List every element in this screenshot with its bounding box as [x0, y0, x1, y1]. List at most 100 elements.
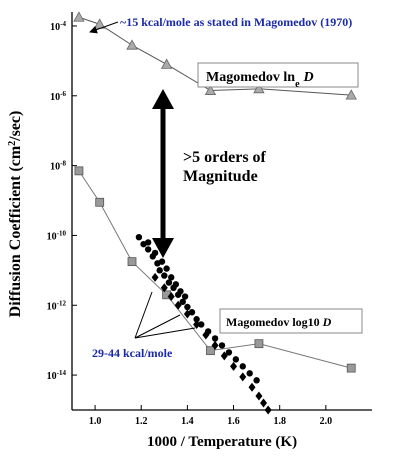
y-tick-base: 10: [50, 92, 60, 103]
y-tick-label: 10-14: [47, 369, 67, 382]
diamond-point: [193, 319, 201, 329]
y-tick-label: 10-12: [47, 299, 67, 312]
y-tick-base: 10: [50, 22, 60, 33]
y-tick-exp: -6: [60, 90, 66, 98]
diamond-point: [160, 283, 168, 293]
y-axis-label: Diffusion Coefficient (cm2/sec): [7, 111, 25, 318]
diamond-point: [151, 272, 159, 282]
series-2-circle: [135, 233, 260, 384]
y-tick-label: 10-8: [50, 160, 66, 173]
y-axis-label-tail: /sec): [7, 111, 24, 142]
x-tick-label: 2.0: [320, 416, 333, 427]
circle-point: [246, 370, 253, 377]
lower-series-label-prefix: Magomedov log10: [226, 315, 320, 329]
top-note-arrow: [89, 21, 119, 34]
circle-point: [161, 272, 168, 279]
x-axis-ticks: 1.0 1.2 1.4 1.6 1.8 2.0: [89, 405, 332, 427]
kcal-note: 29-44 kcal/mole: [92, 346, 173, 360]
circle-point: [177, 288, 184, 295]
upper-series-label-box: [197, 62, 359, 88]
circle-point: [181, 293, 189, 300]
circle-point: [218, 342, 226, 349]
y-tick-label: 10-4: [50, 20, 66, 33]
triangle-point: [126, 39, 138, 50]
circle-point: [172, 281, 180, 288]
y-tick-label: 10-10: [47, 229, 67, 242]
x-tick-label: 1.2: [135, 416, 148, 427]
orders-line2: Magnitude: [183, 168, 258, 185]
square-point: [95, 197, 105, 207]
diamond-point: [202, 330, 210, 340]
circle-point: [163, 265, 170, 272]
circle-point: [144, 239, 152, 246]
y-tick-base: 10: [50, 162, 60, 173]
y-tick-base: 10: [47, 371, 57, 382]
x-axis-label: 1000 / Temperature (K): [147, 434, 297, 450]
circle-point: [211, 335, 219, 342]
square-point: [206, 346, 215, 356]
diamond-point: [255, 391, 263, 401]
circle-point: [158, 258, 166, 265]
square-point: [127, 257, 137, 267]
x-tick-label: 1.8: [273, 416, 286, 427]
plot-frame: [71, 12, 372, 411]
upper-series-label: Magomedov lne D: [206, 70, 314, 90]
circle-point: [193, 316, 200, 323]
y-tick-exp: -4: [60, 20, 66, 28]
triangle-point: [253, 82, 265, 94]
circle-point: [179, 298, 186, 305]
top-note: ~15 kcal/mole as stated in Magomedov (19…: [120, 15, 352, 29]
x-tick-label: 1.0: [89, 416, 102, 427]
circle-point: [151, 249, 159, 257]
square-point: [74, 166, 84, 176]
diamond-point: [239, 372, 247, 382]
triangle-point: [160, 58, 173, 69]
x-tick-label: 1.4: [181, 416, 194, 427]
circle-point: [239, 363, 246, 370]
upper-series-label-var: D: [303, 70, 314, 85]
y-axis-label-sup: 2: [7, 141, 18, 146]
y-tick-label: 10-6: [50, 90, 66, 103]
lower-series-label-var: D: [322, 315, 332, 329]
lower-series-label-box: [219, 308, 363, 334]
kcal-arrows: [134, 291, 196, 339]
triangle-point: [73, 11, 85, 22]
diamond-point: [260, 398, 268, 408]
circle-point: [232, 356, 240, 363]
triangle-point: [345, 89, 357, 100]
lower-series-label: Magomedov log10 D: [226, 315, 332, 329]
circle-point: [198, 321, 205, 328]
square-point: [346, 363, 356, 373]
circle-point: [253, 377, 260, 384]
circle-point: [165, 279, 173, 286]
circle-point: [135, 233, 143, 241]
x-tick-label: 1.6: [227, 416, 240, 427]
triangle-point: [204, 84, 217, 95]
square-point: [254, 339, 264, 349]
orders-arrow: [152, 89, 174, 258]
orders-line1: >5 orders of: [183, 149, 267, 166]
circle-point: [168, 274, 175, 281]
circle-point: [156, 267, 163, 274]
diamond-point: [167, 292, 175, 302]
y-tick-base: 10: [47, 301, 57, 312]
series-1-square: [74, 166, 356, 373]
diamond-point: [264, 405, 272, 415]
circle-point: [184, 303, 191, 311]
series-3-diamond: [151, 272, 272, 415]
diamond-point: [211, 340, 219, 350]
y-tick-exp: -14: [57, 369, 67, 377]
y-tick-base: 10: [47, 231, 57, 242]
diamond-point: [220, 351, 228, 361]
upper-series-label-sub: e: [295, 79, 300, 90]
diamond-point: [183, 309, 191, 319]
diamond-point: [248, 382, 256, 392]
circle-point: [144, 246, 152, 253]
y-axis-label-main: Diffusion Coefficient (cm: [7, 145, 24, 317]
diamond-point: [230, 361, 238, 371]
upper-series-label-prefix: Magomedov ln: [206, 70, 295, 85]
y-tick-exp: -12: [57, 299, 67, 307]
circle-point: [225, 349, 233, 356]
